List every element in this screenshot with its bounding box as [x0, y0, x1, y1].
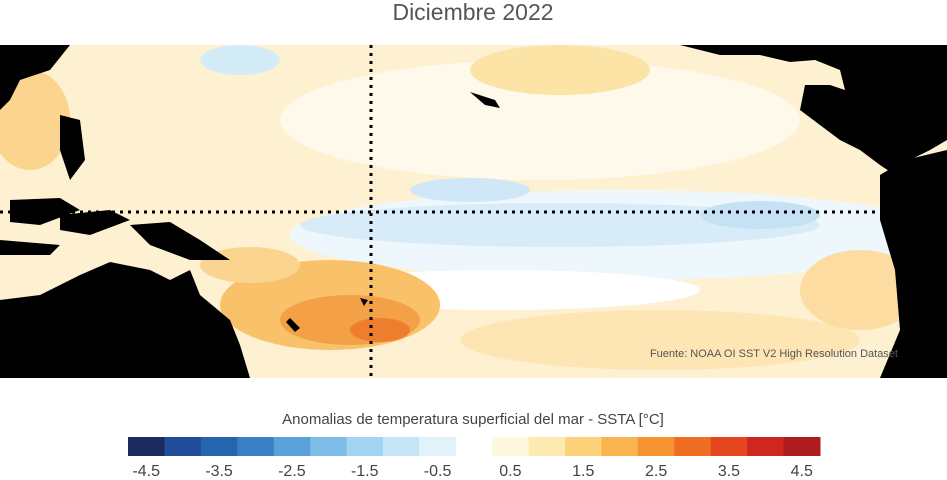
colorbar-tick-label: 1.5 [572, 463, 594, 480]
colorbar-swatch [783, 437, 821, 456]
colorbar-swatch [237, 437, 275, 456]
colorbar-tick-label: -0.5 [424, 463, 452, 480]
colorbar-swatch [382, 437, 420, 456]
colorbar-swatch [310, 437, 348, 456]
colorbar-swatch [419, 437, 457, 456]
colorbar-swatch [601, 437, 639, 456]
colorbar-swatch [747, 437, 785, 456]
colorbar-swatch [200, 437, 238, 456]
colorbar: -4.5 -3.5 -2.5 -1.5 -0.5 0.5 1.5 2.5 3.5 4.5 [128, 437, 821, 480]
colorbar-tick-label: 3.5 [718, 463, 740, 480]
colorbar-swatch [565, 437, 602, 456]
colorbar-swatch [164, 437, 202, 456]
colorbar-tick-label: -3.5 [205, 463, 233, 480]
sst-map [0, 45, 947, 378]
colorbar-tick-label: -4.5 [132, 463, 160, 480]
colorbar-swatch [637, 437, 675, 456]
colorbar-swatch [492, 437, 530, 456]
colorbar-swatch [528, 437, 566, 456]
colorbar-tick-label: 4.5 [791, 463, 813, 480]
colorbar-tick-label: 2.5 [645, 463, 667, 480]
colorbar-swatch [674, 437, 712, 456]
colorbar-swatch [273, 437, 311, 456]
colorbar-tick-label: -1.5 [351, 463, 379, 480]
colorbar-tick-label: -2.5 [278, 463, 306, 480]
colorbar-label: Anomalias de temperatura superficial del… [282, 411, 664, 428]
colorbar-tick-label: 0.5 [499, 463, 521, 480]
map-title: Diciembre 2022 [392, 0, 553, 25]
colorbar-swatch [128, 437, 165, 456]
colorbar-swatch [455, 437, 493, 456]
colorbar-swatch [346, 437, 384, 456]
source-note: Fuente: NOAA OI SST V2 High Resolution D… [650, 348, 898, 360]
colorbar-swatch [710, 437, 748, 456]
